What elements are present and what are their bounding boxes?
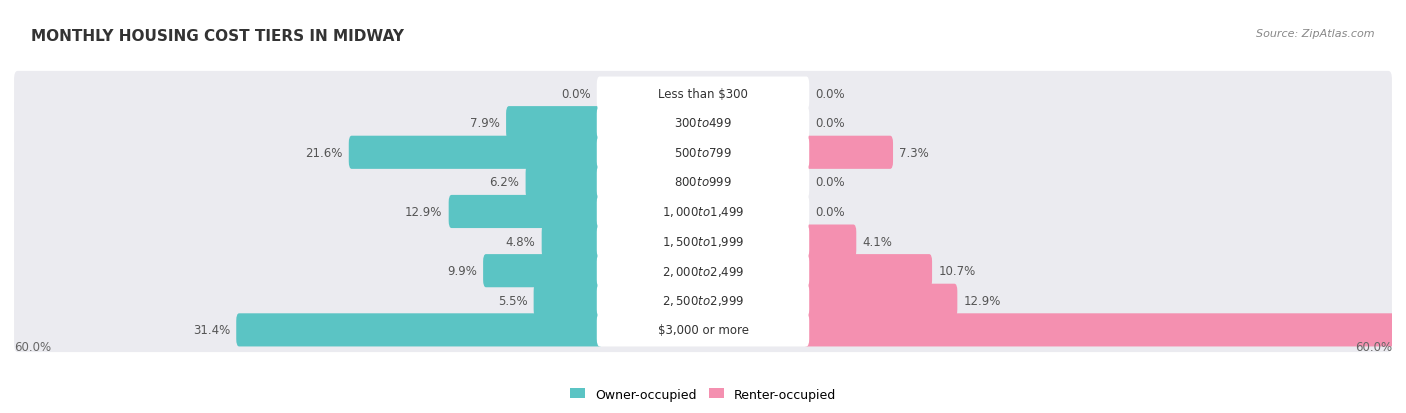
Text: 0.0%: 0.0% [815, 88, 845, 100]
Text: 12.9%: 12.9% [405, 206, 443, 218]
Text: Source: ZipAtlas.com: Source: ZipAtlas.com [1257, 29, 1375, 39]
FancyBboxPatch shape [14, 249, 1392, 293]
Text: $800 to $999: $800 to $999 [673, 176, 733, 189]
Text: 60.0%: 60.0% [14, 340, 51, 353]
Text: 21.6%: 21.6% [305, 147, 343, 159]
Text: 7.9%: 7.9% [470, 117, 499, 130]
FancyBboxPatch shape [14, 101, 1392, 145]
FancyBboxPatch shape [14, 72, 1392, 116]
Text: 4.8%: 4.8% [506, 235, 536, 248]
FancyBboxPatch shape [14, 160, 1392, 204]
FancyBboxPatch shape [596, 77, 810, 110]
Text: 10.7%: 10.7% [938, 265, 976, 278]
FancyBboxPatch shape [803, 225, 856, 258]
FancyBboxPatch shape [596, 107, 810, 140]
FancyBboxPatch shape [803, 254, 932, 287]
FancyBboxPatch shape [596, 166, 810, 199]
FancyBboxPatch shape [236, 313, 603, 347]
Text: 9.9%: 9.9% [447, 265, 477, 278]
FancyBboxPatch shape [349, 136, 603, 169]
FancyBboxPatch shape [14, 308, 1392, 352]
FancyBboxPatch shape [541, 225, 603, 258]
Text: 6.2%: 6.2% [489, 176, 519, 189]
Text: Less than $300: Less than $300 [658, 88, 748, 100]
Text: 31.4%: 31.4% [193, 324, 231, 337]
Text: 0.0%: 0.0% [561, 88, 591, 100]
FancyBboxPatch shape [534, 284, 603, 317]
FancyBboxPatch shape [506, 107, 603, 140]
Text: 0.0%: 0.0% [815, 117, 845, 130]
FancyBboxPatch shape [596, 225, 810, 258]
Text: $500 to $799: $500 to $799 [673, 147, 733, 159]
FancyBboxPatch shape [484, 254, 603, 287]
FancyBboxPatch shape [596, 313, 810, 347]
FancyBboxPatch shape [803, 136, 893, 169]
FancyBboxPatch shape [803, 284, 957, 317]
FancyBboxPatch shape [596, 254, 810, 287]
Text: $300 to $499: $300 to $499 [673, 117, 733, 130]
Text: $1,000 to $1,499: $1,000 to $1,499 [662, 205, 744, 219]
FancyBboxPatch shape [14, 190, 1392, 234]
Text: MONTHLY HOUSING COST TIERS IN MIDWAY: MONTHLY HOUSING COST TIERS IN MIDWAY [31, 29, 404, 44]
FancyBboxPatch shape [14, 278, 1392, 323]
Text: 5.5%: 5.5% [498, 294, 527, 307]
Text: 12.9%: 12.9% [963, 294, 1001, 307]
Text: 0.0%: 0.0% [815, 206, 845, 218]
FancyBboxPatch shape [596, 136, 810, 169]
Text: 4.1%: 4.1% [863, 235, 893, 248]
FancyBboxPatch shape [14, 219, 1392, 263]
Text: $3,000 or more: $3,000 or more [658, 324, 748, 337]
FancyBboxPatch shape [14, 131, 1392, 175]
FancyBboxPatch shape [596, 284, 810, 317]
Text: $1,500 to $1,999: $1,500 to $1,999 [662, 235, 744, 249]
Text: $2,000 to $2,499: $2,000 to $2,499 [662, 264, 744, 278]
Text: 60.0%: 60.0% [1355, 340, 1392, 353]
FancyBboxPatch shape [803, 313, 1406, 347]
Legend: Owner-occupied, Renter-occupied: Owner-occupied, Renter-occupied [565, 383, 841, 406]
FancyBboxPatch shape [526, 166, 603, 199]
FancyBboxPatch shape [596, 195, 810, 228]
Text: 7.3%: 7.3% [900, 147, 929, 159]
FancyBboxPatch shape [449, 195, 603, 228]
Text: 0.0%: 0.0% [815, 176, 845, 189]
Text: $2,500 to $2,999: $2,500 to $2,999 [662, 294, 744, 308]
